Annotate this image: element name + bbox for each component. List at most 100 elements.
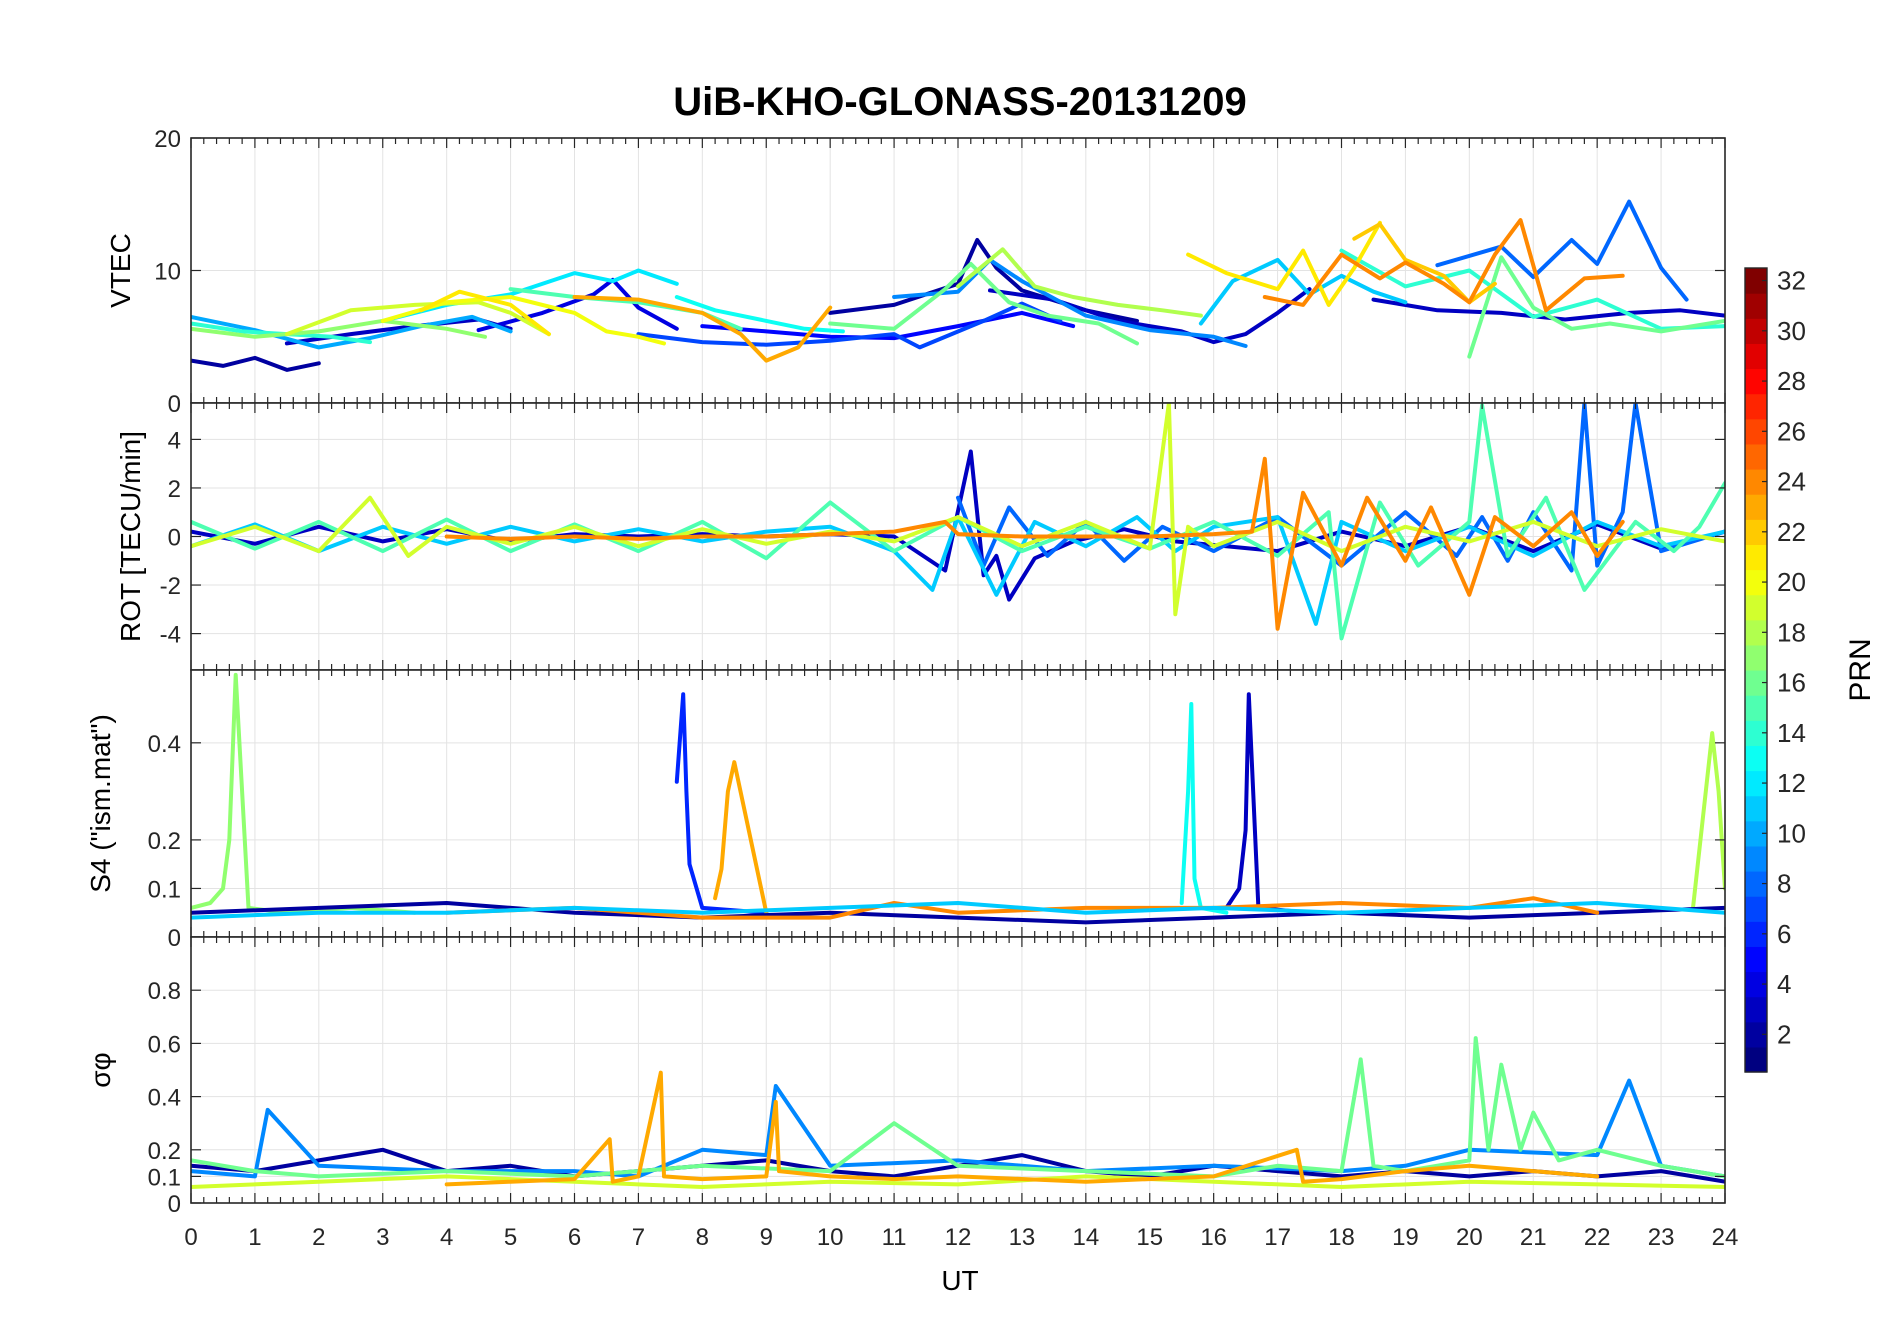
colorbar-swatch xyxy=(1745,996,1767,1023)
colorbar-swatch xyxy=(1745,795,1767,822)
colorbar-swatch xyxy=(1745,670,1767,696)
panel-sigma_phi: 00.10.2 0.4 0.6 0.8 σφ xyxy=(85,936,1726,1218)
colorbar-tick-label: 26 xyxy=(1777,416,1806,446)
y-tick-label: 0 xyxy=(168,391,181,418)
x-axis-label: UT xyxy=(941,1265,978,1296)
x-tick-label: 23 xyxy=(1648,1224,1675,1251)
series-line-prn-2 xyxy=(191,901,1725,925)
colorbar-swatch xyxy=(1745,946,1767,973)
y-axis-label-rot: ROT [TECU/min] xyxy=(115,431,146,642)
y-tick-label: 20 xyxy=(154,126,181,153)
x-tick-label: 4 xyxy=(440,1224,453,1251)
series-line-prn-21 xyxy=(1186,220,1382,307)
series-group-s4 xyxy=(191,672,1725,925)
colorbar-swatch xyxy=(1745,368,1767,395)
chart-title: UiB-KHO-GLONASS-20131209 xyxy=(673,80,1247,124)
colorbar-swatch xyxy=(1745,569,1767,596)
series-line-prn-11 xyxy=(191,901,1725,920)
x-tick-label: 6 xyxy=(568,1224,581,1251)
x-tick-label: 0 xyxy=(184,1224,197,1251)
colorbar-swatch xyxy=(1745,695,1767,721)
x-tick-label: 9 xyxy=(760,1224,773,1251)
series-line-prn-18 xyxy=(956,247,1203,318)
colorbar-label: PRN xyxy=(1844,638,1877,701)
colorbar-swatch xyxy=(1745,1046,1767,1073)
y-tick-label: 0.6 xyxy=(148,1031,181,1058)
colorbar-tick-label: 22 xyxy=(1777,517,1806,547)
x-tick-label: 5 xyxy=(504,1224,517,1251)
series-group-sigma_phi xyxy=(191,1036,1725,1189)
panel-s4: 0 0.1 0.2 0.4 S4 ("ism.mat") xyxy=(85,669,1726,952)
x-tick-label: 22 xyxy=(1584,1224,1611,1251)
colorbar-tick-label: 16 xyxy=(1777,668,1806,698)
colorbar-swatch xyxy=(1745,745,1767,772)
y-tick-label: 0.2 xyxy=(148,1138,181,1165)
colorbar-swatch xyxy=(1745,469,1767,495)
colorbar-swatch xyxy=(1745,393,1767,420)
y-axis-label-vtec: VTEC xyxy=(105,233,136,308)
y-tick-label: -4 xyxy=(160,622,181,649)
colorbar-tick-label: 14 xyxy=(1777,718,1806,748)
x-tick-label: 8 xyxy=(696,1224,709,1251)
colorbar-swatch xyxy=(1745,268,1767,294)
colorbar-swatch xyxy=(1745,494,1767,520)
y-tick-label: 0 xyxy=(168,525,181,552)
series-line-prn-7 xyxy=(636,301,1063,350)
y-tick-label: 0 xyxy=(168,925,181,952)
colorbar-swatch xyxy=(1745,720,1767,746)
colorbar-swatch xyxy=(1745,343,1767,370)
series-line-prn-19 xyxy=(191,403,1725,617)
series-line-prn-19 xyxy=(191,1174,1725,1189)
y-tick-label: 0.2 xyxy=(148,828,181,855)
colorbar-swatch xyxy=(1745,544,1767,571)
series-line-prn-16 xyxy=(1467,255,1725,359)
y-tick-label: 2 xyxy=(168,476,181,503)
y-tick-label: 0.4 xyxy=(148,731,181,758)
series-line-prn-23 xyxy=(713,760,769,915)
colorbar-swatch xyxy=(1745,594,1767,621)
colorbar-tick-label: 12 xyxy=(1777,768,1806,798)
x-tick-label: 13 xyxy=(1009,1224,1036,1251)
colorbar-swatch xyxy=(1745,644,1767,671)
series-line-prn-11 xyxy=(191,515,1725,626)
series-line-prn-10 xyxy=(191,314,513,350)
colorbar-swatch xyxy=(1745,896,1767,922)
series-line-prn-8 xyxy=(1435,199,1689,302)
colorbar-swatch xyxy=(1745,971,1767,998)
series-line-prn-20 xyxy=(380,295,666,346)
colorbar-swatch xyxy=(1745,443,1767,470)
y-tick-label: 0.8 xyxy=(148,978,181,1005)
series-line-prn-4 xyxy=(476,277,679,333)
series-line-prn-21 xyxy=(419,289,551,337)
x-tick-label: 24 xyxy=(1712,1224,1739,1251)
y-axis-label-sigma_phi: σφ xyxy=(85,1052,116,1087)
colorbar-tick-label: 6 xyxy=(1777,919,1791,949)
x-tick-label: 1 xyxy=(248,1224,261,1251)
y-tick-label: 0 xyxy=(168,1191,181,1218)
colorbar-tick-label: 2 xyxy=(1777,1019,1791,1049)
colorbar-swatch xyxy=(1745,921,1767,947)
panel-rot: -4 -2 0 2 4 ROT [TECU/min] xyxy=(115,402,1726,671)
y-tick-label: 0.1 xyxy=(148,876,181,903)
series-line-prn-5 xyxy=(700,310,1076,341)
colorbar-tick-label: 18 xyxy=(1777,617,1806,647)
x-tick-label: 7 xyxy=(632,1224,645,1251)
y-tick-label: 0.4 xyxy=(148,1085,181,1112)
x-tick-label: 18 xyxy=(1328,1224,1355,1251)
colorbar-swatch xyxy=(1745,293,1767,319)
x-tick-label: 19 xyxy=(1392,1224,1419,1251)
y-tick-label: 0.1 xyxy=(148,1164,181,1191)
series-line-prn-6 xyxy=(674,692,769,915)
x-tick-label: 14 xyxy=(1072,1224,1099,1251)
series-line-prn-24 xyxy=(444,456,1625,631)
x-tick-label: 11 xyxy=(882,1224,907,1251)
y-tick-label: 10 xyxy=(154,259,181,286)
series-line-prn-22 xyxy=(1352,222,1497,305)
colorbar-tick-label: 20 xyxy=(1777,567,1806,597)
y-tick-label: 4 xyxy=(168,427,181,454)
series-line-prn-13 xyxy=(674,295,845,334)
series-line-prn-16 xyxy=(191,1036,1725,1179)
